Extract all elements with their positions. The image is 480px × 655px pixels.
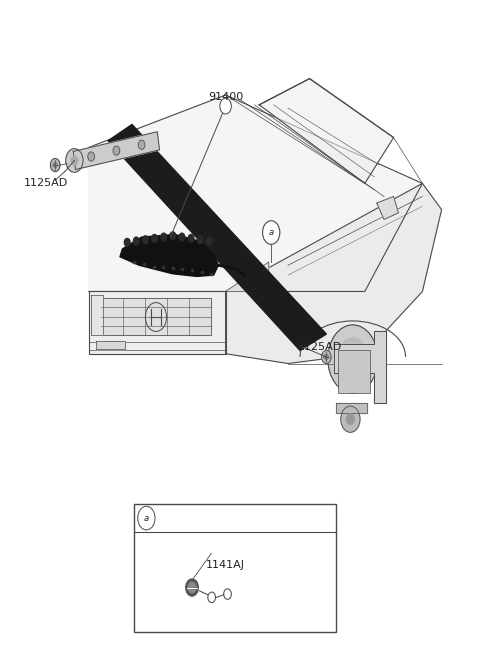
- Circle shape: [170, 232, 176, 240]
- Polygon shape: [226, 262, 269, 291]
- Polygon shape: [73, 132, 159, 170]
- Circle shape: [263, 221, 280, 244]
- Polygon shape: [336, 403, 367, 413]
- Circle shape: [53, 162, 57, 168]
- Polygon shape: [259, 79, 394, 183]
- Text: 91400: 91400: [208, 92, 243, 102]
- Polygon shape: [226, 183, 442, 364]
- Polygon shape: [108, 124, 326, 350]
- Text: a: a: [144, 514, 149, 523]
- Circle shape: [152, 234, 157, 242]
- Circle shape: [206, 237, 212, 245]
- Circle shape: [124, 238, 130, 246]
- Polygon shape: [334, 331, 386, 403]
- Circle shape: [143, 236, 148, 244]
- Circle shape: [66, 149, 83, 172]
- Circle shape: [328, 325, 378, 393]
- Circle shape: [346, 350, 360, 368]
- Circle shape: [197, 236, 203, 244]
- Circle shape: [188, 582, 196, 593]
- Circle shape: [341, 406, 360, 432]
- Circle shape: [322, 350, 331, 364]
- Circle shape: [71, 156, 78, 165]
- Polygon shape: [89, 291, 226, 354]
- Circle shape: [220, 98, 231, 114]
- Circle shape: [50, 159, 60, 172]
- Polygon shape: [91, 295, 103, 335]
- Circle shape: [186, 579, 198, 596]
- Text: a: a: [269, 228, 274, 237]
- Circle shape: [179, 233, 185, 241]
- Circle shape: [88, 152, 95, 161]
- Polygon shape: [101, 298, 211, 335]
- Polygon shape: [89, 95, 422, 291]
- Bar: [338, 350, 370, 393]
- Polygon shape: [377, 196, 398, 219]
- Circle shape: [161, 233, 167, 241]
- Text: 1125AD: 1125AD: [24, 178, 68, 189]
- Text: 1125AD: 1125AD: [298, 342, 342, 352]
- Circle shape: [337, 338, 368, 380]
- Circle shape: [113, 146, 120, 155]
- Circle shape: [138, 140, 145, 149]
- Polygon shape: [120, 234, 218, 276]
- Bar: [134, 504, 336, 632]
- Circle shape: [324, 354, 328, 360]
- Circle shape: [138, 506, 155, 530]
- Circle shape: [188, 234, 194, 242]
- Circle shape: [133, 237, 139, 245]
- Polygon shape: [96, 341, 125, 349]
- Text: 1141AJ: 1141AJ: [206, 559, 245, 570]
- Circle shape: [347, 414, 354, 424]
